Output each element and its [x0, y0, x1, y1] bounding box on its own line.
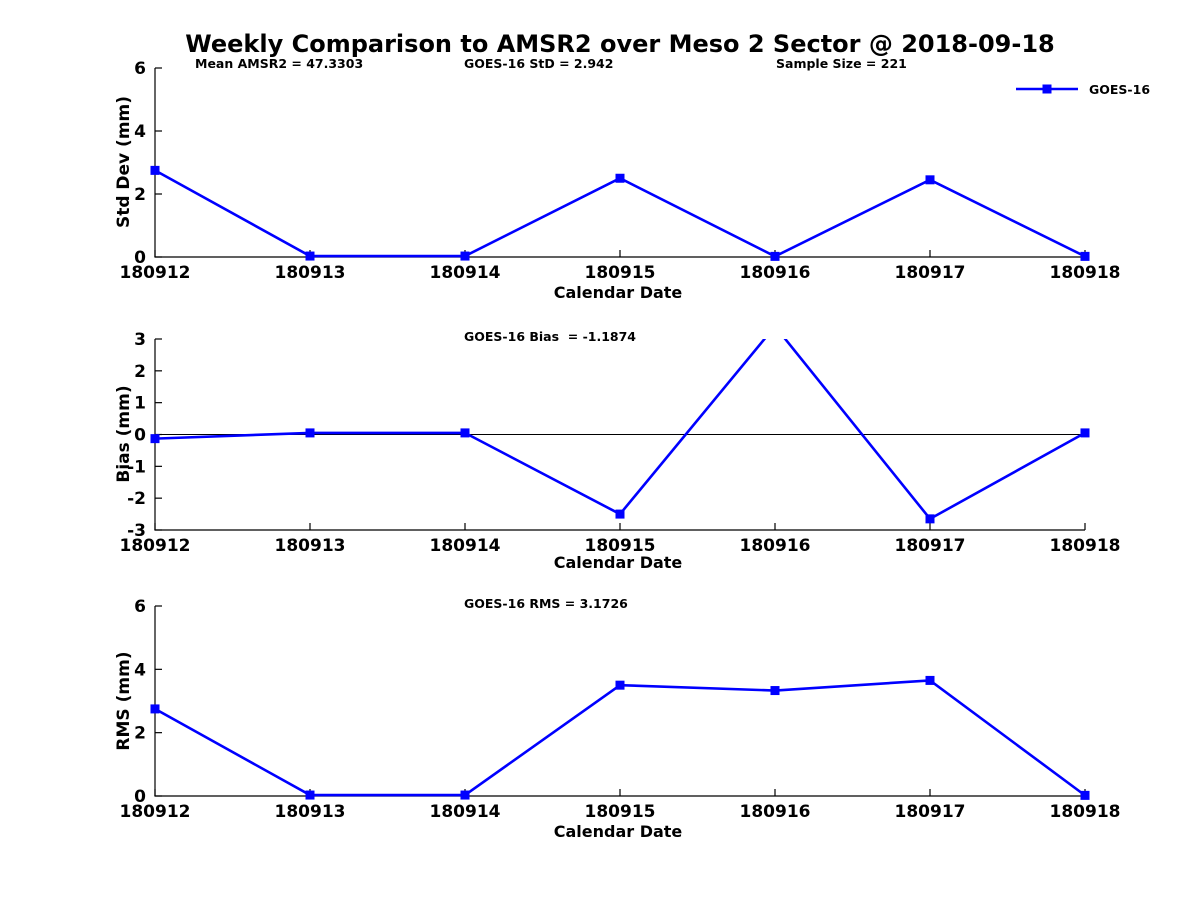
annotation-mean-amsr2: Mean AMSR2 = 47.3303 [195, 56, 364, 71]
y-tick-label: 4 [134, 122, 146, 142]
x-tick-label: 180912 [120, 536, 191, 556]
y-tick-label: 2 [134, 724, 146, 744]
xlabel-bias: Calendar Date [553, 553, 683, 572]
data-line [154, 679, 1086, 797]
data-point-marker [615, 509, 625, 519]
data-point-marker [770, 686, 780, 696]
ylabel-rms: RMS (mm) [114, 651, 134, 751]
x-tick-label: 180914 [430, 802, 501, 822]
y-tick-label: 2 [134, 185, 146, 205]
x-tick-label: 180915 [585, 802, 656, 822]
data-point-marker [1080, 428, 1090, 438]
y-tick-label: -2 [127, 489, 146, 509]
y-tick-label: 0 [134, 787, 146, 807]
y-tick-label: 6 [134, 597, 146, 617]
legend-line-icon [1016, 84, 1078, 94]
figure-title: Weekly Comparison to AMSR2 over Meso 2 S… [185, 30, 1055, 58]
data-point-marker [770, 251, 780, 261]
legend-marker-icon [1042, 84, 1052, 94]
data-point-marker [1080, 790, 1090, 800]
data-point-marker [150, 165, 160, 175]
x-tick-label: 180916 [740, 263, 811, 283]
data-point-marker [305, 428, 315, 438]
y-tick-label: 6 [134, 59, 146, 79]
annotation-goes16-rms: GOES-16 RMS = 3.1726 [464, 596, 628, 611]
y-tick-label: -3 [127, 521, 146, 541]
y-tick-label: 0 [134, 426, 146, 446]
series-group [150, 165, 1090, 261]
data-point-marker [150, 434, 160, 444]
x-tick-label: 180915 [585, 536, 656, 556]
x-tick-label: 180913 [275, 802, 346, 822]
series-group [150, 322, 1090, 524]
data-point-marker [460, 790, 470, 800]
data-point-marker [1080, 251, 1090, 261]
data-point-marker [925, 675, 935, 685]
x-tick-label: 180916 [740, 536, 811, 556]
x-tick-label: 180913 [275, 263, 346, 283]
y-tick-label: -1 [127, 457, 146, 477]
data-point-marker [150, 704, 160, 714]
series-group [150, 675, 1090, 800]
annotation-goes16-std: GOES-16 StD = 2.942 [464, 56, 614, 71]
data-point-marker [925, 514, 935, 524]
data-point-marker [460, 428, 470, 438]
x-tick-label: 180912 [120, 802, 191, 822]
legend: GOES-16 [1014, 81, 1150, 97]
x-tick-label: 180917 [895, 536, 966, 556]
y-tick-label: 3 [134, 330, 146, 350]
x-tick-label: 180918 [1050, 802, 1121, 822]
data-point-marker [615, 173, 625, 183]
x-tick-label: 180917 [895, 802, 966, 822]
x-tick-label: 180917 [895, 263, 966, 283]
data-point-marker [771, 322, 780, 331]
xlabel-rms: Calendar Date [553, 822, 683, 841]
data-point-marker [615, 680, 625, 690]
data-point-marker [305, 251, 315, 261]
data-point-marker [460, 251, 470, 261]
ylabel-bias: Bias (mm) [114, 385, 134, 483]
data-line [154, 169, 1086, 258]
xlabel-std-dev: Calendar Date [553, 283, 683, 302]
data-line [154, 339, 1086, 521]
x-tick-label: 180915 [585, 263, 656, 283]
data-point-marker [305, 790, 315, 800]
annotation-goes16-bias: GOES-16 Bias = -1.1874 [464, 329, 637, 344]
data-point-marker [925, 175, 935, 185]
y-tick-label: 4 [134, 660, 146, 680]
x-tick-label: 180913 [275, 536, 346, 556]
x-tick-label: 180918 [1050, 263, 1121, 283]
x-tick-label: 180912 [120, 263, 191, 283]
x-tick-label: 180916 [740, 802, 811, 822]
x-tick-label: 180914 [430, 536, 501, 556]
annotation-sample-size: Sample Size = 221 [776, 56, 907, 71]
y-tick-label: 1 [134, 394, 146, 414]
legend-label: GOES-16 [1089, 81, 1151, 97]
y-tick-label: 0 [134, 248, 146, 268]
x-tick-label: 180914 [430, 263, 501, 283]
y-tick-label: 2 [134, 362, 146, 382]
x-tick-label: 180918 [1050, 536, 1121, 556]
ylabel-std-dev: Std Dev (mm) [114, 95, 134, 229]
